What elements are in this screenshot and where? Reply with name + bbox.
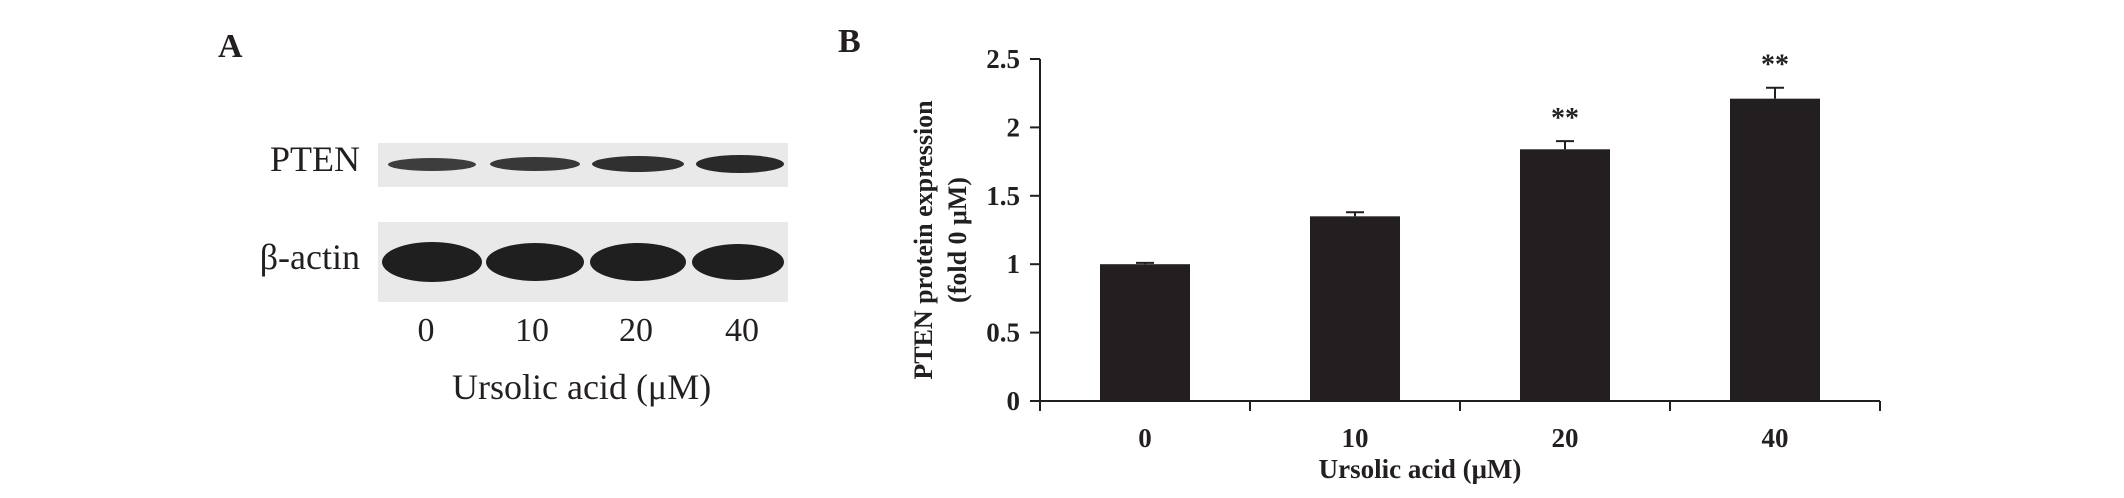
x-tick-label-10: 10: [1342, 423, 1369, 453]
lane-label-10: 10: [515, 312, 549, 349]
pten-blot-strip: [378, 143, 788, 187]
lane-label-0: 0: [417, 312, 435, 349]
actin-band-0: [382, 242, 482, 282]
x-tick-label-40: 40: [1762, 423, 1789, 453]
y-axis-title-line-2: (fold 0 μM): [943, 177, 972, 303]
x-tick-label-0: 0: [1138, 423, 1152, 453]
y-tick-label: 0.5: [986, 318, 1020, 348]
y-axis-title-line-1: PTEN protein expression: [909, 100, 938, 380]
y-tick-label: 1.5: [986, 181, 1020, 211]
actin-band-10: [486, 243, 584, 281]
beta-actin-blot-strip: [378, 222, 788, 302]
panel-a-xlabel: Ursolic acid (μM): [452, 367, 712, 407]
bar-40: [1730, 98, 1820, 401]
bar-20: [1520, 149, 1610, 401]
blot-row-label-pten: PTEN: [270, 139, 360, 179]
bar-0: [1100, 264, 1190, 401]
y-tick-label: 2: [1007, 112, 1021, 142]
pten-band-20: [592, 156, 684, 172]
bar-10: [1310, 216, 1400, 401]
significance-label-40: **: [1761, 50, 1789, 81]
pten-band-0: [388, 158, 476, 171]
panel-a: A PTEN β-actin 0 10 20 40 Ursolic acid (…: [0, 0, 820, 498]
panel-a-label: A: [218, 28, 243, 65]
x-tick-label-20: 20: [1552, 423, 1579, 453]
pten-band-40: [696, 155, 784, 173]
actin-band-20: [590, 243, 686, 281]
significance-label-20: **: [1551, 103, 1579, 134]
x-axis-title: Ursolic acid (μM): [1319, 454, 1522, 484]
lane-label-40: 40: [725, 312, 759, 349]
y-tick-label: 1: [1007, 249, 1021, 279]
actin-band-40: [692, 244, 784, 280]
panel-b-label: B: [838, 23, 861, 60]
lane-label-20: 20: [619, 312, 653, 349]
pten-band-10: [490, 157, 580, 171]
blot-row-label-beta-actin: β-actin: [259, 237, 360, 277]
y-tick-label: 2.5: [986, 44, 1020, 74]
y-tick-label: 0: [1007, 386, 1021, 416]
